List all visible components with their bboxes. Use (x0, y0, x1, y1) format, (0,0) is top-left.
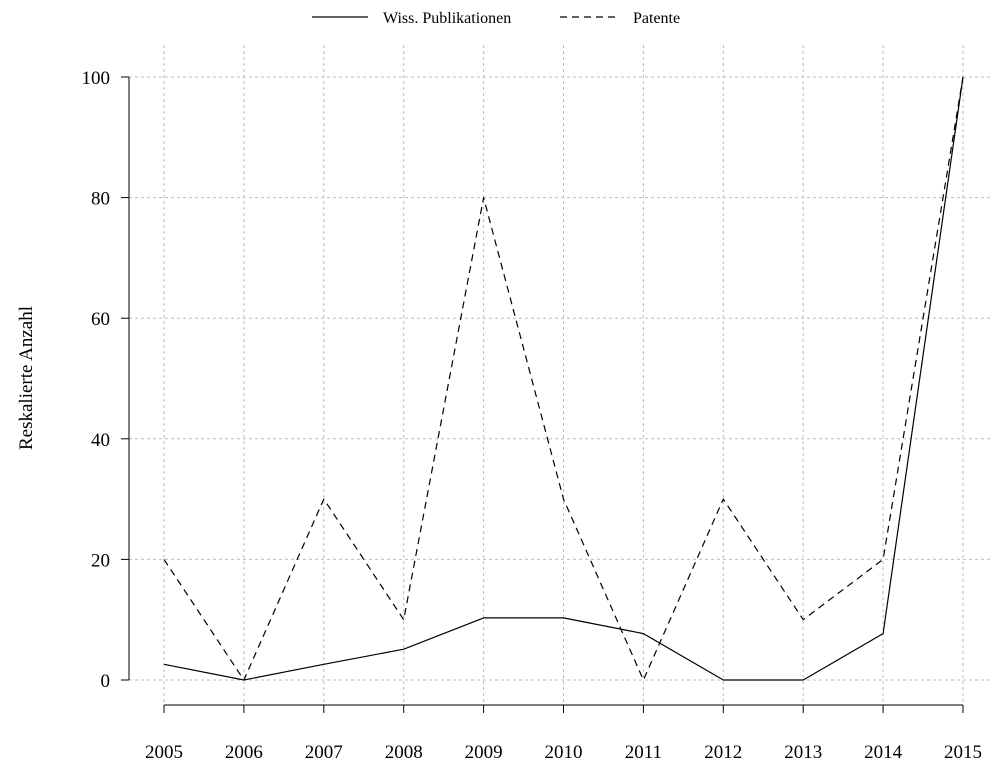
x-tick-label: 2005 (145, 742, 183, 763)
legend-label-patente: Patente (633, 10, 680, 27)
x-tick-label: 2006 (225, 742, 263, 763)
x-tick-label: 2010 (545, 742, 583, 763)
y-tick-label: 60 (91, 309, 110, 330)
x-axis-ticks: 2005 2006 2007 2008 2009 2010 2011 2012 2013 2014… (145, 705, 982, 763)
series-lines (163, 76, 964, 681)
series-line-publikationen (163, 76, 964, 681)
grid (129, 45, 991, 705)
legend-label-publikationen: Wiss. Publikationen (383, 10, 511, 27)
x-tick-label: 2013 (784, 742, 822, 763)
axes (128, 77, 963, 706)
y-axis-ticks: 0 20 40 60 80 100 (82, 68, 129, 692)
x-tick-label: 2014 (864, 742, 903, 763)
series-line-patente (163, 76, 964, 681)
x-tick-label: 2008 (385, 742, 423, 763)
y-tick-label: 0 (101, 671, 111, 692)
x-tick-label: 2012 (704, 742, 742, 763)
x-tick-label: 2011 (625, 742, 662, 763)
y-tick-label: 40 (91, 430, 110, 451)
y-tick-label: 20 (91, 550, 110, 571)
x-tick-label: 2009 (465, 742, 503, 763)
y-tick-label: 100 (82, 68, 111, 89)
x-tick-label: 2015 (944, 742, 982, 763)
legend: Wiss. Publikationen Patente (312, 10, 680, 27)
y-tick-label: 80 (91, 189, 110, 210)
x-tick-label: 2007 (305, 742, 343, 763)
y-axis-title: Reskalierte Anzahl (16, 306, 37, 450)
